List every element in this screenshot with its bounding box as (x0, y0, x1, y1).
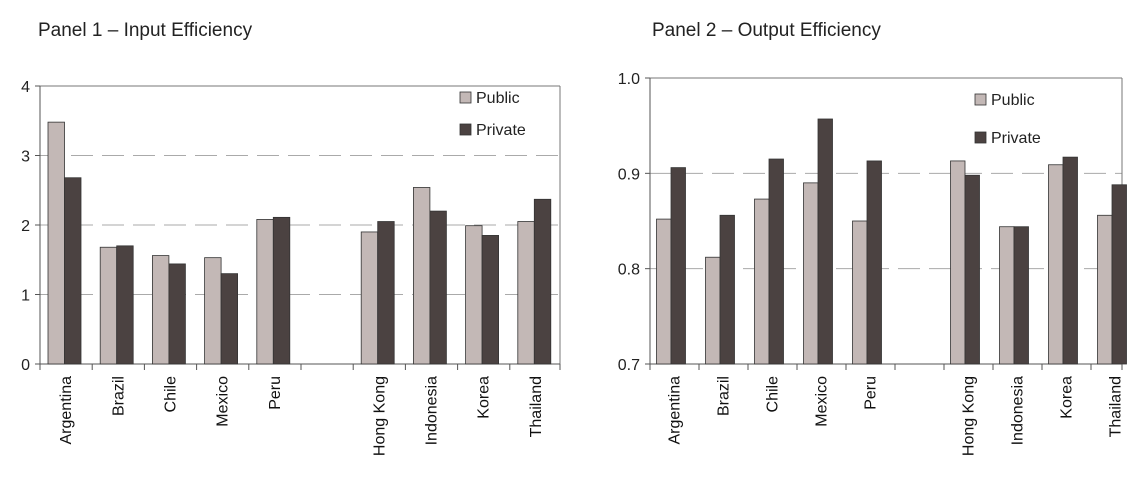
bar-private-chile (168, 263, 186, 365)
bar-private-thailand (1111, 184, 1127, 365)
bar-public-peru (852, 220, 868, 365)
x-category-label: Korea (476, 376, 493, 419)
legend-swatch-public (974, 93, 987, 106)
bar-public-brazil (705, 256, 721, 365)
x-category-label: Mexico (215, 376, 232, 427)
y-tick-label: 1.0 (618, 71, 640, 88)
bar-public-chile (151, 255, 170, 365)
bar-public-mexico (204, 257, 222, 365)
panel-2-title: Panel 2 – Output Efficiency (652, 20, 881, 41)
legend-swatch-private (459, 123, 472, 136)
x-category-label: Chile (163, 376, 180, 413)
x-category-label: Brazil (716, 376, 733, 416)
x-category-label: Argentina (58, 376, 75, 445)
bar-public-hong-kong (950, 160, 966, 365)
x-category-label: Korea (1059, 376, 1076, 419)
bar-public-indonesia (999, 226, 1015, 365)
bar-private-korea (1062, 156, 1078, 365)
x-category-label: Peru (863, 376, 880, 410)
y-tick-label: 2 (21, 218, 30, 235)
y-tick-label: 0.9 (618, 166, 640, 183)
bar-private-chile (768, 158, 784, 365)
bar-private-brazil (116, 245, 134, 365)
bar-private-thailand (533, 198, 552, 365)
bar-private-peru (272, 216, 291, 365)
bar-private-hong-kong (964, 174, 980, 365)
bar-private-korea (481, 235, 500, 365)
bar-public-hong-kong (360, 231, 379, 365)
panel-output-efficiency: Panel 2 – Output Efficiency 0.7 0.8 0.9 1.0… (618, 20, 1127, 456)
legend-label-private: Private (991, 130, 1041, 147)
bar-private-argentina (64, 177, 82, 365)
bar-public-peru (256, 219, 274, 365)
y-tick-label: 1 (21, 288, 30, 305)
x-category-label: Indonesia (424, 376, 441, 445)
x-category-label: Indonesia (1010, 376, 1027, 445)
legend-swatch-private (974, 131, 987, 144)
x-category-label: Thailand (1108, 376, 1125, 437)
x-category-label: Brazil (110, 376, 127, 416)
bar-private-mexico (817, 118, 833, 365)
bar-public-mexico (803, 182, 819, 365)
bar-public-argentina (47, 121, 65, 365)
panel-1-title: Panel 1 – Input Efficiency (38, 20, 253, 41)
y-tick-label: 0.7 (618, 357, 640, 374)
x-category-label: Peru (267, 376, 284, 410)
bar-private-indonesia (1013, 226, 1029, 365)
bar-public-korea (465, 225, 483, 365)
legend-swatch-public (459, 91, 472, 104)
x-category-label: Mexico (814, 376, 831, 427)
y-tick-label: 3 (21, 149, 30, 166)
bar-private-indonesia (429, 210, 447, 365)
y-tick-label: 0.8 (618, 262, 640, 279)
bar-private-hong-kong (377, 221, 395, 365)
bar-public-korea (1048, 164, 1064, 365)
legend-label-public: Public (991, 92, 1035, 109)
y-tick-label: 0 (21, 357, 30, 374)
bar-private-peru (866, 160, 882, 365)
legend-label-public: Public (476, 90, 520, 107)
y-tick-label: 4 (21, 79, 30, 96)
x-category-label: Argentina (667, 376, 684, 445)
x-category-label: Hong Kong (371, 376, 388, 456)
bar-public-brazil (99, 246, 118, 365)
bar-public-thailand (1097, 214, 1113, 365)
bar-public-argentina (656, 218, 672, 365)
x-category-label: Thailand (528, 376, 545, 437)
bar-public-indonesia (412, 187, 431, 365)
bar-private-mexico (220, 273, 239, 365)
x-category-label: Chile (765, 376, 782, 413)
bar-public-chile (754, 198, 770, 365)
bar-private-argentina (670, 167, 686, 365)
bar-public-thailand (517, 221, 535, 365)
legend-label-private: Private (476, 122, 526, 139)
panel-input-efficiency: Panel 1 – Input Efficiency 0 1 2 3 4 Argentin… (21, 20, 561, 456)
bar-private-brazil (719, 214, 735, 365)
x-category-label: Hong Kong (961, 376, 978, 456)
